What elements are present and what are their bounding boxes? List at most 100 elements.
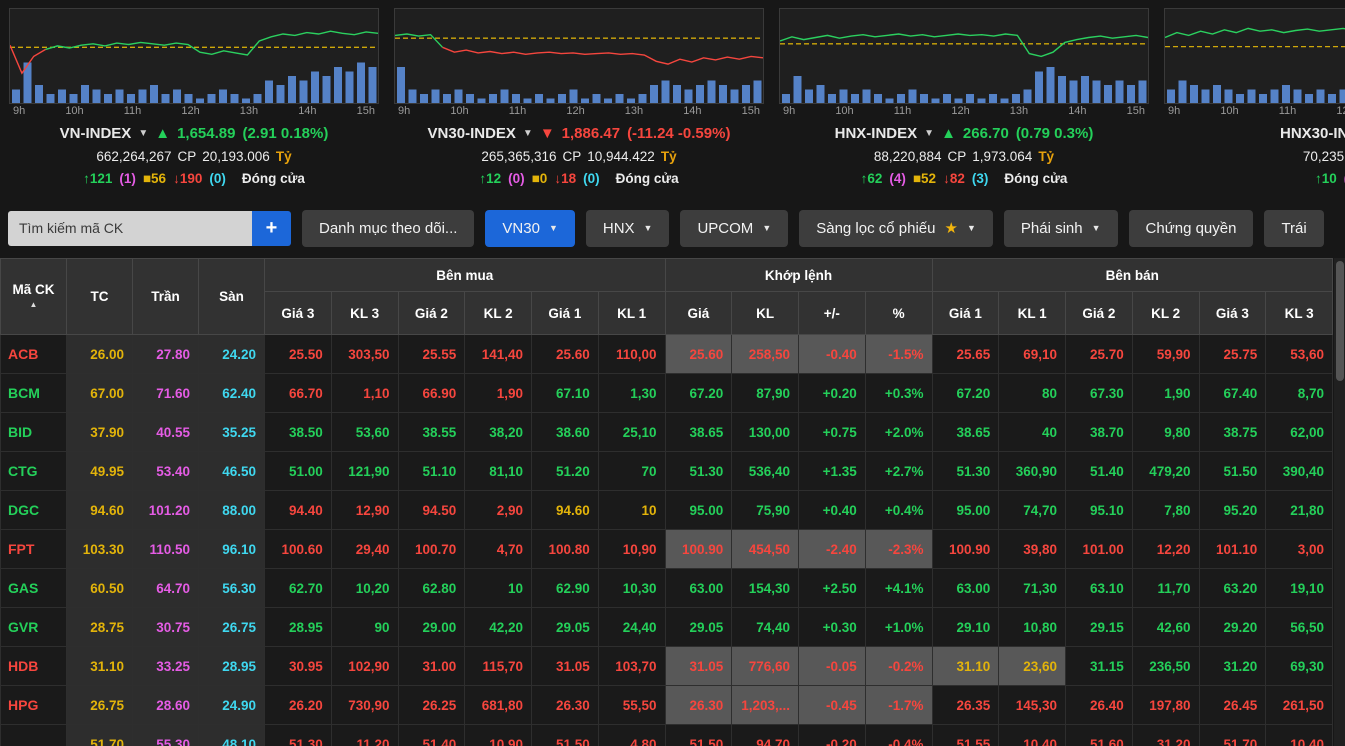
cell-ticker[interactable]: DGC	[0, 490, 67, 530]
cell-buy-price-2[interactable]: 51.10	[397, 451, 466, 491]
cell-sell-price-2[interactable]: 95.10	[1065, 490, 1133, 530]
cell-buy-price-2[interactable]: 38.55	[397, 412, 466, 452]
cell-sell-price-3[interactable]: 95.20	[1198, 490, 1267, 530]
cell-sell-price-2[interactable]: 63.10	[1065, 568, 1133, 608]
cell-tc[interactable]: 49.95	[66, 451, 133, 491]
cell-ceiling[interactable]: 55.30	[132, 724, 199, 746]
cell-sell-price-1[interactable]: 26.35	[931, 685, 1000, 725]
cell-buy-price-3[interactable]: 38.50	[264, 412, 332, 452]
cell-buy-price-3[interactable]: 26.20	[264, 685, 332, 725]
index-name[interactable]: HNX-INDEX	[834, 124, 918, 142]
cell-buy-price-1[interactable]: 67.10	[531, 373, 599, 413]
cell-buy-price-2[interactable]: 25.55	[397, 334, 466, 374]
cell-ticker[interactable]: GAS	[0, 568, 67, 608]
cell-match-price[interactable]: 95.00	[664, 490, 733, 530]
cell-buy-price-3[interactable]: 25.50	[264, 334, 332, 374]
cell-buy-price-1[interactable]: 25.60	[531, 334, 599, 374]
cell-floor[interactable]: 46.50	[198, 451, 265, 491]
cell-floor[interactable]: 48.10	[198, 724, 265, 746]
cell-tc[interactable]: 31.10	[66, 646, 133, 686]
watchlist-button[interactable]: Danh mục theo dõi...	[302, 209, 475, 247]
cell-buy-price-2[interactable]: 94.50	[397, 490, 466, 530]
cell-tc[interactable]: 103.30	[66, 529, 133, 569]
cell-ticker[interactable]: HDB	[0, 646, 67, 686]
cell-buy-price-2[interactable]: 66.90	[397, 373, 466, 413]
cell-buy-price-1[interactable]: 26.30	[531, 685, 599, 725]
cell-tc[interactable]: 60.50	[66, 568, 133, 608]
cell-sell-price-3[interactable]: 101.10	[1198, 529, 1267, 569]
cell-buy-price-3[interactable]: 94.40	[264, 490, 332, 530]
cell-buy-price-3[interactable]: 28.95	[264, 607, 332, 647]
cell-match-price[interactable]: 67.20	[664, 373, 733, 413]
cell-buy-price-3[interactable]: 51.00	[264, 451, 332, 491]
cell-floor[interactable]: 62.40	[198, 373, 265, 413]
cell-floor[interactable]: 24.20	[198, 334, 265, 374]
chevron-down-icon[interactable]: ▼	[522, 127, 533, 139]
cell-buy-price-1[interactable]: 100.80	[531, 529, 599, 569]
cell-buy-price-1[interactable]: 29.05	[531, 607, 599, 647]
cell-buy-price-1[interactable]: 62.90	[531, 568, 599, 608]
cell-floor[interactable]: 28.95	[198, 646, 265, 686]
cell-ticker[interactable]: GVR	[0, 607, 67, 647]
cell-match-price[interactable]: 63.00	[664, 568, 733, 608]
add-ticker-button[interactable]: +	[252, 210, 291, 246]
cell-match-price[interactable]: 38.65	[664, 412, 733, 452]
cell-sell-price-1[interactable]: 63.00	[931, 568, 1000, 608]
cell-buy-price-1[interactable]: 38.60	[531, 412, 599, 452]
tab-derivatives[interactable]: Phái sinh ▼	[1003, 209, 1118, 247]
index-name[interactable]: VN30-INDEX	[427, 124, 516, 142]
cell-floor[interactable]: 96.10	[198, 529, 265, 569]
cell-ceiling[interactable]: 71.60	[132, 373, 199, 413]
cell-match-price[interactable]: 31.05	[664, 646, 733, 686]
chevron-down-icon[interactable]: ▼	[924, 127, 935, 139]
cell-ticker[interactable]: ACB	[0, 334, 67, 374]
cell-buy-price-2[interactable]: 26.25	[397, 685, 466, 725]
tab-upcom[interactable]: UPCOM ▼	[680, 209, 789, 247]
cell-buy-price-2[interactable]: 100.70	[397, 529, 466, 569]
cell-tc[interactable]: 67.00	[66, 373, 133, 413]
chevron-down-icon[interactable]: ▼	[138, 127, 149, 139]
cell-sell-price-3[interactable]: 38.75	[1198, 412, 1267, 452]
cell-sell-price-1[interactable]: 38.65	[931, 412, 1000, 452]
cell-sell-price-2[interactable]: 101.00	[1065, 529, 1133, 569]
cell-floor[interactable]: 88.00	[198, 490, 265, 530]
cell-ceiling[interactable]: 101.20	[132, 490, 199, 530]
cell-tc[interactable]: 28.75	[66, 607, 133, 647]
cell-sell-price-3[interactable]: 29.20	[1198, 607, 1267, 647]
cell-sell-price-3[interactable]: 25.75	[1198, 334, 1267, 374]
scrollbar-thumb[interactable]	[1335, 261, 1344, 381]
index-name[interactable]: HNX30-INDEX	[1280, 124, 1345, 142]
cell-sell-price-1[interactable]: 51.55	[931, 724, 1000, 746]
cell-floor[interactable]: 24.90	[198, 685, 265, 725]
cell-ticker[interactable]: BID	[0, 412, 67, 452]
cell-tc[interactable]: 51.70	[66, 724, 133, 746]
cell-match-price[interactable]: 29.05	[664, 607, 733, 647]
cell-tc[interactable]: 94.60	[66, 490, 133, 530]
cell-match-price[interactable]: 25.60	[664, 334, 733, 374]
cell-buy-price-1[interactable]: 31.05	[531, 646, 599, 686]
cell-buy-price-3[interactable]: 30.95	[264, 646, 332, 686]
cell-sell-price-2[interactable]: 51.40	[1065, 451, 1133, 491]
tab-bonds[interactable]: Trái	[1264, 209, 1324, 247]
cell-ticker[interactable]: FPT	[0, 529, 67, 569]
cell-buy-price-2[interactable]: 62.80	[397, 568, 466, 608]
cell-match-price[interactable]: 51.50	[664, 724, 733, 746]
cell-buy-price-3[interactable]: 51.30	[264, 724, 332, 746]
cell-ceiling[interactable]: 53.40	[132, 451, 199, 491]
tab-vn30[interactable]: VN30 ▼	[485, 209, 575, 247]
cell-ceiling[interactable]: 28.60	[132, 685, 199, 725]
cell-ceiling[interactable]: 33.25	[132, 646, 199, 686]
cell-floor[interactable]: 26.75	[198, 607, 265, 647]
cell-sell-price-3[interactable]: 26.45	[1198, 685, 1267, 725]
cell-ceiling[interactable]: 40.55	[132, 412, 199, 452]
cell-ceiling[interactable]: 110.50	[132, 529, 199, 569]
cell-sell-price-2[interactable]: 51.60	[1065, 724, 1133, 746]
cell-buy-price-2[interactable]: 51.40	[397, 724, 466, 746]
cell-sell-price-2[interactable]: 38.70	[1065, 412, 1133, 452]
cell-sell-price-1[interactable]: 100.90	[931, 529, 1000, 569]
cell-sell-price-1[interactable]: 31.10	[931, 646, 1000, 686]
stock-filter-button[interactable]: Sàng lọc cổ phiếu ★ ▼	[799, 209, 993, 247]
cell-sell-price-1[interactable]: 95.00	[931, 490, 1000, 530]
col-header-ticker[interactable]: Mã CK ▲	[0, 258, 67, 335]
cell-sell-price-2[interactable]: 29.15	[1065, 607, 1133, 647]
